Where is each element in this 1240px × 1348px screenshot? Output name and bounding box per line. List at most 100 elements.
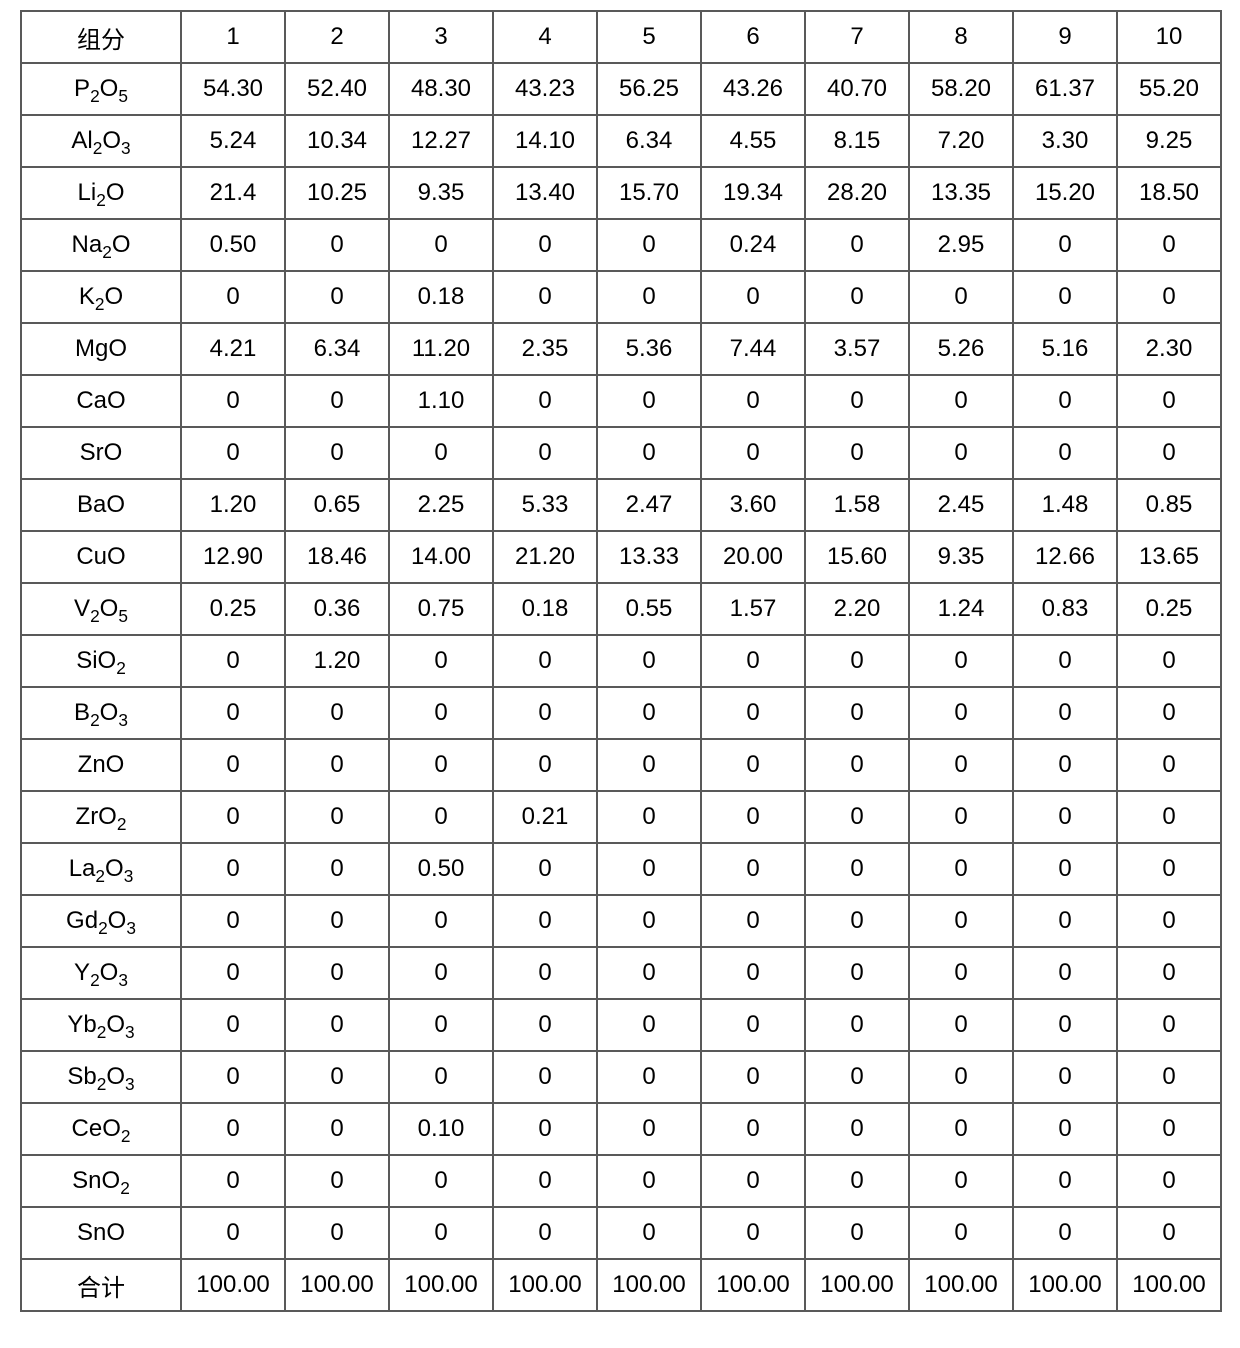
- col-header: 4: [493, 11, 597, 63]
- value-cell: 0: [181, 999, 285, 1051]
- component-label: MgO: [21, 323, 181, 375]
- col-header: 9: [1013, 11, 1117, 63]
- header-label: 组分: [21, 11, 181, 63]
- component-label: SnO: [21, 1207, 181, 1259]
- value-cell: 0: [1117, 1103, 1221, 1155]
- value-cell: 0: [1117, 635, 1221, 687]
- value-cell: 0: [493, 427, 597, 479]
- value-cell: 13.33: [597, 531, 701, 583]
- value-cell: 0: [805, 1051, 909, 1103]
- value-cell: 0: [181, 1207, 285, 1259]
- component-label: P2O5: [21, 63, 181, 115]
- table-body: P2O554.3052.4048.3043.2356.2543.2640.705…: [21, 63, 1221, 1259]
- value-cell: 0: [597, 271, 701, 323]
- value-cell: 0: [285, 1103, 389, 1155]
- value-cell: 14.10: [493, 115, 597, 167]
- value-cell: 0: [285, 271, 389, 323]
- value-cell: 0: [493, 271, 597, 323]
- component-label: Li2O: [21, 167, 181, 219]
- value-cell: 0: [701, 999, 805, 1051]
- table-footer-row: 合计 100.00 100.00 100.00 100.00 100.00 10…: [21, 1259, 1221, 1311]
- value-cell: 1.58: [805, 479, 909, 531]
- component-label: K2O: [21, 271, 181, 323]
- value-cell: 0: [493, 1207, 597, 1259]
- value-cell: 0: [285, 219, 389, 271]
- value-cell: 0: [181, 895, 285, 947]
- component-label: CeO2: [21, 1103, 181, 1155]
- value-cell: 0: [181, 271, 285, 323]
- value-cell: 2.25: [389, 479, 493, 531]
- value-cell: 0: [597, 219, 701, 271]
- value-cell: 0.55: [597, 583, 701, 635]
- value-cell: 52.40: [285, 63, 389, 115]
- value-cell: 13.40: [493, 167, 597, 219]
- value-cell: 0.75: [389, 583, 493, 635]
- table-row: Y2O30000000000: [21, 947, 1221, 999]
- component-label: SrO: [21, 427, 181, 479]
- total-cell: 100.00: [909, 1259, 1013, 1311]
- value-cell: 2.30: [1117, 323, 1221, 375]
- value-cell: 0: [389, 791, 493, 843]
- value-cell: 0: [493, 687, 597, 739]
- value-cell: 0: [181, 687, 285, 739]
- component-label: CaO: [21, 375, 181, 427]
- value-cell: 5.24: [181, 115, 285, 167]
- table-row: Al2O35.2410.3412.2714.106.344.558.157.20…: [21, 115, 1221, 167]
- value-cell: 0: [909, 427, 1013, 479]
- value-cell: 0: [909, 843, 1013, 895]
- value-cell: 28.20: [805, 167, 909, 219]
- value-cell: 0: [1013, 687, 1117, 739]
- value-cell: 19.34: [701, 167, 805, 219]
- value-cell: 12.90: [181, 531, 285, 583]
- value-cell: 0: [181, 739, 285, 791]
- total-cell: 100.00: [493, 1259, 597, 1311]
- value-cell: 0: [909, 271, 1013, 323]
- value-cell: 15.70: [597, 167, 701, 219]
- table-row: K2O000.180000000: [21, 271, 1221, 323]
- table-row: Yb2O30000000000: [21, 999, 1221, 1051]
- value-cell: 0: [285, 947, 389, 999]
- table-row: SnO20000000000: [21, 1155, 1221, 1207]
- value-cell: 0: [1013, 271, 1117, 323]
- value-cell: 58.20: [909, 63, 1013, 115]
- value-cell: 0: [1013, 635, 1117, 687]
- table-row: SrO0000000000: [21, 427, 1221, 479]
- table-row: V2O50.250.360.750.180.551.572.201.240.83…: [21, 583, 1221, 635]
- value-cell: 0: [701, 739, 805, 791]
- component-label: ZrO2: [21, 791, 181, 843]
- value-cell: 43.26: [701, 63, 805, 115]
- value-cell: 0: [805, 687, 909, 739]
- value-cell: 0: [597, 1155, 701, 1207]
- value-cell: 0: [805, 427, 909, 479]
- component-label: Yb2O3: [21, 999, 181, 1051]
- col-header: 6: [701, 11, 805, 63]
- value-cell: 13.65: [1117, 531, 1221, 583]
- value-cell: 0.10: [389, 1103, 493, 1155]
- value-cell: 1.24: [909, 583, 1013, 635]
- component-label: ZnO: [21, 739, 181, 791]
- value-cell: 0: [1013, 375, 1117, 427]
- component-label: SiO2: [21, 635, 181, 687]
- component-label: La2O3: [21, 843, 181, 895]
- value-cell: 0: [909, 1155, 1013, 1207]
- col-header: 2: [285, 11, 389, 63]
- value-cell: 0: [181, 791, 285, 843]
- value-cell: 0: [701, 895, 805, 947]
- value-cell: 55.20: [1117, 63, 1221, 115]
- value-cell: 0: [597, 739, 701, 791]
- value-cell: 0: [1013, 1155, 1117, 1207]
- value-cell: 0: [1117, 375, 1221, 427]
- footer-label: 合计: [21, 1259, 181, 1311]
- value-cell: 0: [1117, 999, 1221, 1051]
- value-cell: 0: [701, 1103, 805, 1155]
- value-cell: 0: [493, 219, 597, 271]
- value-cell: 21.4: [181, 167, 285, 219]
- value-cell: 1.10: [389, 375, 493, 427]
- value-cell: 12.66: [1013, 531, 1117, 583]
- component-label: B2O3: [21, 687, 181, 739]
- table-row: CaO001.100000000: [21, 375, 1221, 427]
- value-cell: 0: [1117, 895, 1221, 947]
- total-cell: 100.00: [805, 1259, 909, 1311]
- value-cell: 0: [285, 843, 389, 895]
- value-cell: 0: [597, 375, 701, 427]
